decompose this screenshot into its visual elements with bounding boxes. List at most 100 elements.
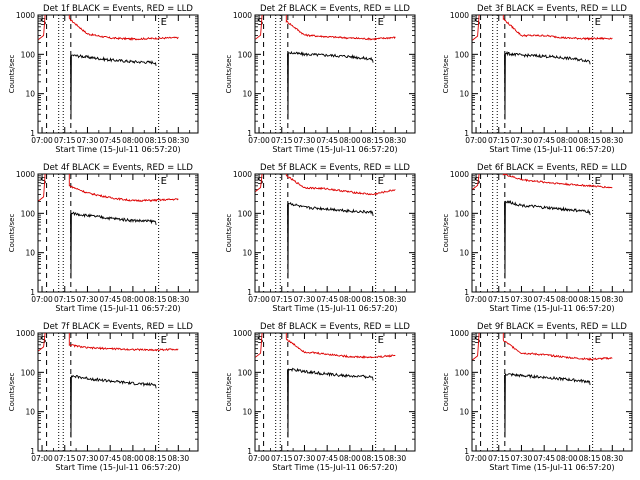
y-tick-label: 1000 bbox=[450, 170, 469, 179]
y-tick-label: 10 bbox=[459, 90, 469, 99]
x-axis-label: Start Time (15-Jul-11 06:57:20) bbox=[272, 304, 397, 313]
x-tick-label: 07:45 bbox=[99, 295, 121, 304]
start-marker-label: S bbox=[474, 17, 480, 28]
x-tick-label: 07:15 bbox=[488, 454, 510, 463]
start-marker-label: S bbox=[257, 17, 263, 28]
x-tick-label: 07:00 bbox=[31, 454, 53, 463]
x-tick-label: 07:45 bbox=[316, 136, 338, 145]
x-tick-label: 07:15 bbox=[271, 454, 293, 463]
det-panel-5: Det 5f BLACK = Events, RED = LLD Start Ti… bbox=[225, 163, 416, 313]
x-tick-label: 08:00 bbox=[339, 136, 361, 145]
x-tick-label: 07:45 bbox=[316, 454, 338, 463]
x-tick-label: 07:15 bbox=[488, 136, 510, 145]
x-tick-label: 08:15 bbox=[145, 454, 167, 463]
x-axis-label: Start Time (15-Jul-11 06:57:20) bbox=[489, 145, 614, 154]
start-marker-label: S bbox=[40, 335, 46, 346]
lld-series-line bbox=[255, 173, 396, 196]
x-tick-label: 08:30 bbox=[168, 454, 190, 463]
x-tick-label: 07:15 bbox=[271, 295, 293, 304]
chart-title: Det 6f BLACK = Events, RED = LLD bbox=[477, 163, 627, 173]
end-marker-label: E bbox=[161, 335, 167, 346]
x-tick-label: 07:30 bbox=[511, 136, 533, 145]
x-tick-label: 07:45 bbox=[99, 454, 121, 463]
chart-title: Det 4f BLACK = Events, RED = LLD bbox=[43, 163, 193, 173]
x-tick-label: 08:00 bbox=[339, 295, 361, 304]
y-tick-label: 10 bbox=[459, 408, 469, 417]
x-tick-label: 07:00 bbox=[248, 454, 270, 463]
y-tick-label: 100 bbox=[238, 50, 253, 59]
x-axis-label: Start Time (15-Jul-11 06:57:20) bbox=[55, 463, 180, 472]
end-marker-label: E bbox=[595, 335, 601, 346]
plot-frame bbox=[471, 173, 633, 293]
lld-series-line bbox=[38, 173, 179, 202]
plot-frame bbox=[37, 332, 199, 452]
x-tick-label: 07:00 bbox=[465, 136, 487, 145]
x-axis-label: Start Time (15-Jul-11 06:57:20) bbox=[272, 463, 397, 472]
x-tick-label: 07:00 bbox=[465, 295, 487, 304]
lld-series-line bbox=[472, 173, 613, 190]
x-tick-label: 08:30 bbox=[602, 454, 624, 463]
events-series-line bbox=[504, 199, 591, 279]
x-tick-label: 07:45 bbox=[533, 136, 555, 145]
x-tick-label: 08:15 bbox=[362, 295, 384, 304]
y-tick-label: 10 bbox=[459, 249, 469, 258]
y-tick-label: 1 bbox=[247, 129, 252, 138]
x-tick-label: 07:00 bbox=[31, 136, 53, 145]
x-tick-label: 07:00 bbox=[248, 136, 270, 145]
y-tick-label: 10 bbox=[25, 90, 35, 99]
y-axis-label: Counts/sec bbox=[8, 55, 16, 94]
lld-series-line bbox=[472, 332, 613, 362]
x-tick-label: 08:00 bbox=[122, 454, 144, 463]
y-tick-label: 1 bbox=[464, 288, 469, 297]
x-tick-label: 07:15 bbox=[54, 454, 76, 463]
y-tick-label: 1000 bbox=[233, 170, 252, 179]
y-tick-label: 1000 bbox=[233, 11, 252, 20]
y-tick-label: 100 bbox=[455, 50, 470, 59]
y-tick-label: 10 bbox=[25, 249, 35, 258]
y-tick-label: 1000 bbox=[450, 329, 469, 338]
y-tick-label: 1000 bbox=[16, 170, 35, 179]
x-tick-label: 08:30 bbox=[385, 136, 407, 145]
det-panel-3: Det 3f BLACK = Events, RED = LLD Start Ti… bbox=[442, 4, 633, 154]
y-tick-label: 1000 bbox=[16, 329, 35, 338]
x-tick-label: 08:00 bbox=[556, 295, 578, 304]
det-panel-7: Det 7f BLACK = Events, RED = LLD Start Ti… bbox=[8, 322, 199, 472]
x-tick-label: 08:30 bbox=[168, 295, 190, 304]
x-tick-label: 07:15 bbox=[54, 136, 76, 145]
events-series-line bbox=[504, 372, 591, 438]
y-tick-label: 100 bbox=[238, 209, 253, 218]
end-marker-label: E bbox=[378, 176, 384, 187]
x-axis-label: Start Time (15-Jul-11 06:57:20) bbox=[55, 304, 180, 313]
y-axis-label: Counts/sec bbox=[8, 214, 16, 253]
x-tick-label: 07:45 bbox=[533, 454, 555, 463]
x-axis-label: Start Time (15-Jul-11 06:57:20) bbox=[55, 145, 180, 154]
det-panel-4: Det 4f BLACK = Events, RED = LLD Start Ti… bbox=[8, 163, 199, 313]
det-panel-8: Det 8f BLACK = Events, RED = LLD Start Ti… bbox=[225, 322, 416, 472]
x-axis-label: Start Time (15-Jul-11 06:57:20) bbox=[489, 463, 614, 472]
plot-frame bbox=[254, 332, 416, 452]
start-marker-label: S bbox=[474, 335, 480, 346]
y-tick-label: 1000 bbox=[450, 11, 469, 20]
x-tick-label: 08:30 bbox=[602, 295, 624, 304]
y-axis-label: Counts/sec bbox=[8, 373, 16, 412]
y-tick-label: 10 bbox=[242, 249, 252, 258]
lld-series-line bbox=[255, 14, 396, 41]
y-tick-label: 1 bbox=[30, 447, 35, 456]
y-tick-label: 10 bbox=[25, 408, 35, 417]
det-panel-9: Det 9f BLACK = Events, RED = LLD Start Ti… bbox=[442, 322, 633, 472]
x-tick-label: 07:30 bbox=[294, 295, 316, 304]
x-tick-label: 07:45 bbox=[99, 136, 121, 145]
start-marker-label: S bbox=[40, 17, 46, 28]
x-tick-label: 08:15 bbox=[145, 295, 167, 304]
y-axis-label: Counts/sec bbox=[442, 55, 450, 94]
start-marker-label: S bbox=[257, 335, 263, 346]
end-marker-label: E bbox=[378, 335, 384, 346]
x-tick-label: 08:15 bbox=[579, 136, 601, 145]
x-tick-label: 07:00 bbox=[31, 295, 53, 304]
y-axis-label: Counts/sec bbox=[225, 55, 233, 94]
x-tick-label: 07:30 bbox=[511, 295, 533, 304]
x-tick-label: 08:15 bbox=[579, 454, 601, 463]
x-tick-label: 08:30 bbox=[168, 136, 190, 145]
end-marker-label: E bbox=[161, 17, 167, 28]
